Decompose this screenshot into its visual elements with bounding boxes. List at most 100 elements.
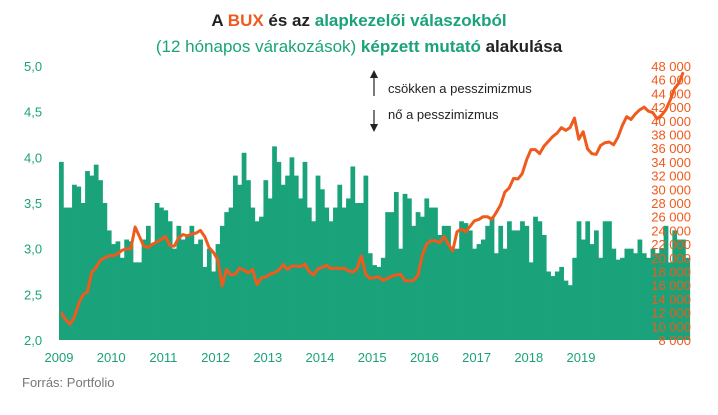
bar: [563, 280, 569, 340]
title-line2-part-1: képzett mutató: [361, 37, 481, 56]
bar: [524, 225, 530, 340]
bar: [180, 239, 186, 340]
bar: [546, 271, 551, 340]
bar: [263, 180, 269, 340]
bar: [589, 244, 595, 340]
bar: [137, 262, 143, 340]
chart-title-line1: A BUX és az alapkezelői válaszokból: [211, 11, 506, 30]
bar: [598, 257, 604, 340]
right-tick-label: 38 000: [651, 128, 691, 143]
right-tick-label: 30 000: [651, 182, 691, 197]
bar: [150, 244, 156, 340]
x-tick-label: 2011: [149, 350, 177, 365]
bar: [232, 175, 238, 340]
bar: [306, 207, 312, 340]
bar: [498, 225, 504, 340]
bar: [528, 262, 534, 340]
bar: [328, 221, 334, 340]
bar: [602, 221, 608, 340]
bar: [189, 225, 195, 340]
bar: [367, 253, 373, 340]
bar: [515, 230, 521, 340]
bar: [85, 171, 90, 340]
bar: [676, 239, 682, 340]
bar: [663, 225, 669, 340]
bar: [141, 239, 147, 340]
bar: [272, 146, 277, 340]
bar: [337, 184, 343, 340]
bar: [628, 248, 634, 340]
bar: [302, 161, 308, 340]
bar: [420, 216, 425, 340]
bar: [124, 239, 129, 340]
bar: [685, 257, 691, 340]
bar: [354, 203, 360, 340]
bar: [211, 271, 216, 340]
bar: [650, 248, 656, 340]
right-tick-label: 34 000: [651, 155, 691, 170]
bar: [163, 210, 169, 340]
bar: [341, 207, 347, 340]
bar: [646, 257, 651, 340]
bar: [63, 207, 69, 340]
right-tick-label: 16 000: [651, 278, 691, 293]
annotation-down-text: nő a pesszimizmus: [388, 107, 499, 122]
bar: [215, 244, 221, 340]
right-tick-label: 26 000: [651, 210, 691, 225]
bar: [372, 265, 377, 340]
bar: [615, 259, 621, 340]
bar: [441, 225, 447, 340]
x-tick-label: 2017: [462, 350, 491, 365]
x-tick-label: 2016: [410, 350, 439, 365]
x-axis: 2009 2010 2011 2012 2013 2014 2015 2016 2017 2018…: [45, 350, 596, 365]
bar: [119, 257, 125, 340]
bar: [485, 225, 491, 340]
title-line2-part-2: alakulása: [481, 37, 563, 56]
bar: [76, 186, 82, 340]
bar: [115, 241, 121, 340]
bar: [428, 207, 434, 340]
bar: [424, 198, 430, 340]
bar: [433, 207, 438, 340]
right-tick-label: 36 000: [651, 141, 691, 156]
bar: [193, 244, 199, 340]
bar: [237, 184, 243, 340]
bar: [459, 221, 464, 340]
bar: [267, 198, 273, 340]
right-tick-label: 28 000: [651, 196, 691, 211]
bar: [72, 184, 77, 340]
bar: [289, 157, 295, 340]
bar: [159, 207, 164, 340]
left-tick-label: 3,0: [24, 242, 42, 257]
bar: [659, 248, 665, 340]
bar: [154, 203, 160, 340]
bar: [463, 223, 469, 340]
arrow-down-head-icon: [370, 124, 378, 132]
left-tick-label: 2,5: [24, 287, 42, 302]
bar: [106, 230, 112, 340]
arrow-up-head-icon: [370, 70, 378, 78]
left-tick-label: 2,0: [24, 333, 42, 348]
right-tick-label: 42 000: [651, 100, 691, 115]
bar: [502, 248, 508, 340]
bar: [406, 198, 412, 340]
bar: [111, 244, 116, 340]
right-tick-label: 44 000: [651, 86, 691, 101]
bar: [637, 239, 643, 340]
bar: [541, 234, 547, 340]
right-tick-label: 40 000: [651, 114, 691, 129]
bar: [241, 152, 247, 340]
bar: [172, 248, 177, 340]
right-tick-label: 22 000: [651, 237, 691, 252]
bar: [363, 175, 369, 340]
bar: [293, 175, 299, 340]
bar: [198, 239, 203, 340]
bux-line: [59, 71, 685, 326]
bar: [185, 234, 190, 340]
bar: [324, 207, 330, 340]
right-tick-label: 48 000: [651, 59, 691, 74]
bar: [298, 198, 303, 340]
bar: [202, 266, 208, 340]
bar: [437, 234, 443, 340]
